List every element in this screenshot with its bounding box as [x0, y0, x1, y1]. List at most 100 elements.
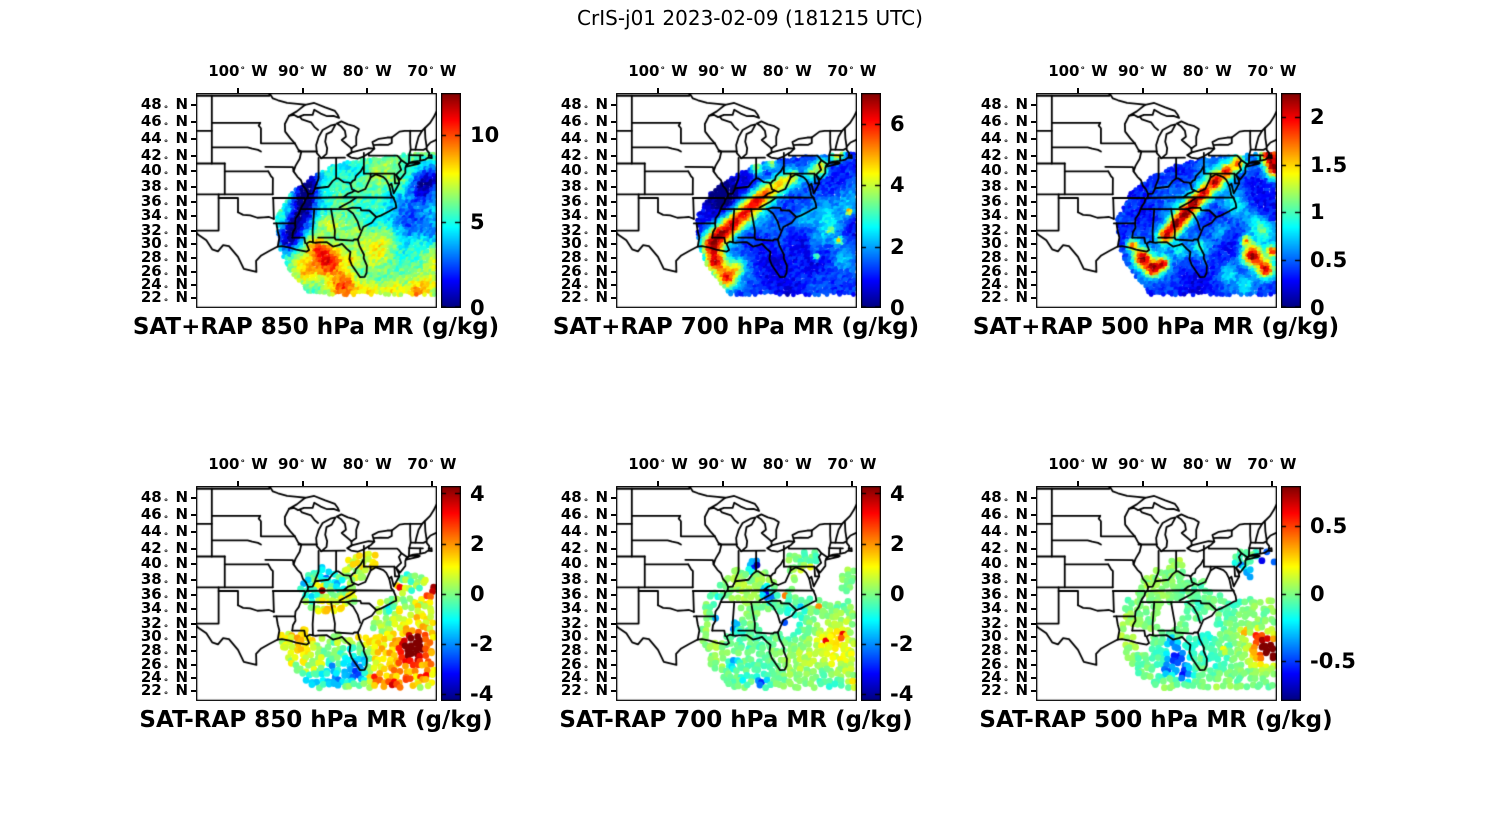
axis-tick-mark [1031, 663, 1036, 666]
lat-tick-label: 22 ° N [980, 680, 1028, 701]
axis-tick-mark [191, 531, 196, 534]
colorbar-tick-label: 2 [470, 531, 485, 556]
lon-tick-label: 90° W [1118, 455, 1168, 473]
axis-tick-mark [191, 593, 196, 596]
lat-tick-label: 46 ° N [140, 505, 188, 526]
axis-tick-mark [656, 88, 659, 93]
axis-tick-mark [1031, 200, 1036, 203]
lat-tick-label: 44 ° N [560, 522, 608, 543]
axis-tick-mark [611, 622, 616, 625]
axis-tick-mark [191, 622, 196, 625]
panel-title-sat_minus_rap_700: SAT-RAP 700 hPa MR (g/kg) [559, 707, 913, 733]
lat-tick-label: 34 ° N [980, 599, 1028, 620]
axis-tick-mark [1031, 496, 1036, 499]
axis-tick-mark [1031, 689, 1036, 692]
lat-tick-label: 26 ° N [560, 261, 608, 282]
axis-tick-mark [611, 185, 616, 188]
axis-tick-mark [1031, 121, 1036, 124]
lat-tick-label: 24 ° N [980, 667, 1028, 688]
lat-tick-label: 28 ° N [140, 641, 188, 662]
axis-tick-mark [191, 103, 196, 106]
axis-tick-mark [1076, 481, 1079, 486]
lat-tick-label: 48 ° N [560, 94, 608, 115]
lon-tick-label: 70° W [1247, 455, 1297, 473]
colorbar-tick-label: -0.5 [1310, 648, 1356, 673]
lat-tick-label: 46 ° N [560, 505, 608, 526]
panel-sat_plus_rap_850: 100° W 90° W 80° W 70° W 48 ° N 46 ° N 44 ° N 42 ° … [133, 62, 499, 340]
colorbar-tick-label: 2 [890, 531, 905, 556]
axis-tick-mark [191, 200, 196, 203]
lat-tick-label: 48 ° N [980, 94, 1028, 115]
colorbar-tick-label: 0.5 [1310, 514, 1348, 539]
lat-tick-label: 32 ° N [980, 220, 1028, 241]
axis-tick-mark [1270, 481, 1273, 486]
lat-tick-label: 46 ° N [560, 112, 608, 133]
axis-tick-mark [1031, 593, 1036, 596]
axis-tick-mark [611, 676, 616, 679]
lat-tick-label: 44 ° N [980, 522, 1028, 543]
lat-tick-label: 26 ° N [980, 654, 1028, 675]
lon-tick-label: 70° W [1247, 62, 1297, 80]
axis-tick-mark [611, 138, 616, 141]
axis-tick-mark [191, 270, 196, 273]
colorbar-tick-label: 2 [890, 234, 905, 259]
colorbar-tick-label: 6 [890, 111, 905, 136]
panel-title-sat_minus_rap_500: SAT-RAP 500 hPa MR (g/kg) [979, 707, 1333, 733]
axis-tick-mark [430, 88, 433, 93]
lat-tick-label: 34 ° N [140, 599, 188, 620]
lat-tick-label: 22 ° N [560, 287, 608, 308]
axis-tick-mark [721, 88, 724, 93]
axis-tick-mark [1031, 531, 1036, 534]
lat-tick-label: 38 ° N [560, 569, 608, 590]
axis-tick-mark [611, 243, 616, 246]
lat-tick-label: 32 ° N [140, 613, 188, 634]
lat-tick-label: 38 ° N [140, 569, 188, 590]
lat-tick-label: 42 ° N [140, 538, 188, 559]
lat-tick-label: 32 ° N [140, 220, 188, 241]
axis-tick-mark [1206, 88, 1209, 93]
lat-tick-label: 40 ° N [560, 161, 608, 182]
axis-tick-mark [430, 481, 433, 486]
lon-tick-label: 90° W [1118, 62, 1168, 80]
axis-tick-mark [1141, 88, 1144, 93]
axis-tick-mark [191, 154, 196, 157]
axis-tick-mark [191, 496, 196, 499]
lat-tick-label: 22 ° N [980, 287, 1028, 308]
axis-tick-mark [611, 103, 616, 106]
colorbar-tick-label: 0.5 [1310, 248, 1348, 273]
axis-tick-mark [611, 154, 616, 157]
panel-title-sat_plus_rap_850: SAT+RAP 850 hPa MR (g/kg) [132, 314, 500, 340]
colorbar-tick-label: 0 [1310, 296, 1325, 320]
lon-tick-label: 100° W [628, 455, 688, 473]
colorbar-tick-label: 0 [470, 296, 485, 320]
panel-title-sat_minus_rap_850: SAT-RAP 850 hPa MR (g/kg) [139, 707, 493, 733]
lat-tick-label: 44 ° N [140, 129, 188, 150]
axis-tick-mark [611, 663, 616, 666]
axis-tick-mark [611, 689, 616, 692]
lon-tick-label: 80° W [342, 455, 392, 473]
lat-tick-label: 32 ° N [560, 220, 608, 241]
axis-tick-mark [611, 608, 616, 611]
axis-tick-mark [1031, 296, 1036, 299]
lon-tick-label: 90° W [278, 455, 328, 473]
lat-tick-label: 24 ° N [140, 667, 188, 688]
lat-tick-label: 34 ° N [980, 206, 1028, 227]
colorbar-tick-label: 1.5 [1310, 152, 1348, 177]
axis-tick-mark [1031, 622, 1036, 625]
lon-tick-label: 80° W [342, 62, 392, 80]
axis-tick-mark [191, 563, 196, 566]
lat-tick-label: 40 ° N [140, 161, 188, 182]
lat-tick-label: 26 ° N [980, 261, 1028, 282]
axis-tick-mark [191, 283, 196, 286]
axis-tick-mark [1031, 514, 1036, 517]
axis-tick-mark [656, 481, 659, 486]
lat-tick-label: 24 ° N [560, 274, 608, 295]
axis-tick-mark [1031, 103, 1036, 106]
lat-tick-label: 32 ° N [560, 613, 608, 634]
lat-tick-label: 38 ° N [980, 569, 1028, 590]
panel-title-sat_plus_rap_500: SAT+RAP 500 hPa MR (g/kg) [972, 314, 1340, 340]
lat-tick-label: 28 ° N [560, 248, 608, 269]
lat-tick-label: 30 ° N [560, 234, 608, 255]
lat-tick-label: 30 ° N [980, 627, 1028, 648]
